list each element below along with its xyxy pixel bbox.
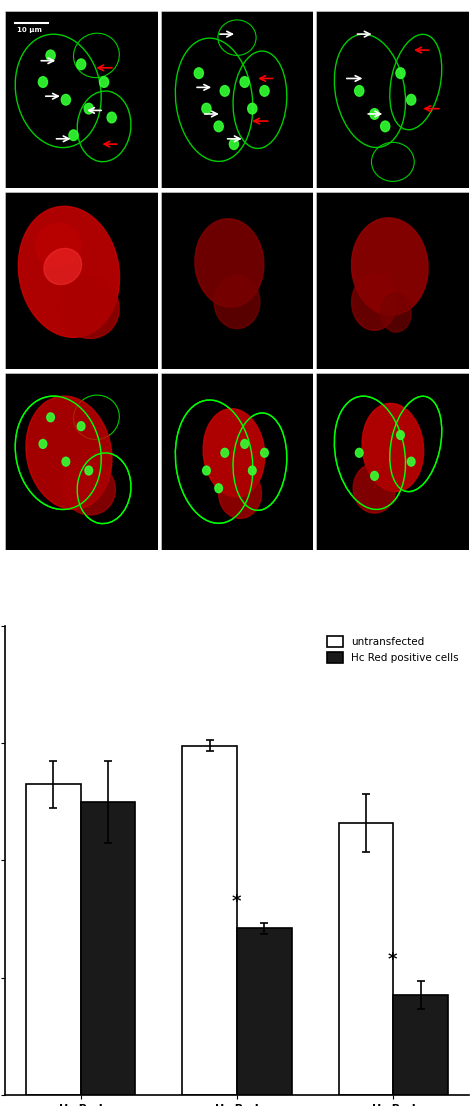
Bar — [393, 995, 448, 1095]
Ellipse shape — [352, 273, 398, 331]
Circle shape — [221, 448, 228, 457]
Ellipse shape — [352, 218, 428, 315]
Circle shape — [397, 430, 404, 439]
Circle shape — [202, 466, 210, 474]
Bar — [26, 784, 81, 1095]
Circle shape — [355, 85, 364, 96]
Text: *: * — [388, 951, 397, 970]
Ellipse shape — [44, 249, 82, 284]
Bar — [81, 802, 136, 1095]
Ellipse shape — [58, 276, 119, 338]
Circle shape — [69, 129, 78, 140]
Circle shape — [61, 94, 71, 105]
Circle shape — [47, 413, 55, 421]
Ellipse shape — [62, 461, 115, 515]
Circle shape — [84, 103, 93, 114]
Circle shape — [248, 103, 257, 114]
Circle shape — [248, 466, 256, 474]
Circle shape — [46, 50, 55, 61]
Circle shape — [107, 112, 116, 123]
Ellipse shape — [26, 396, 112, 510]
Circle shape — [381, 121, 390, 132]
Ellipse shape — [362, 404, 424, 491]
Ellipse shape — [36, 223, 81, 268]
Circle shape — [194, 67, 203, 79]
Bar — [338, 823, 393, 1095]
Circle shape — [38, 76, 47, 87]
Ellipse shape — [219, 469, 262, 519]
Circle shape — [77, 421, 85, 430]
Text: 10 μm: 10 μm — [17, 28, 42, 33]
Circle shape — [407, 457, 415, 466]
Bar — [182, 745, 237, 1095]
Ellipse shape — [195, 219, 264, 307]
Circle shape — [407, 94, 416, 105]
Circle shape — [220, 85, 229, 96]
Bar — [237, 928, 292, 1095]
Circle shape — [62, 457, 70, 466]
Circle shape — [370, 108, 379, 119]
Circle shape — [396, 67, 405, 79]
Circle shape — [356, 448, 363, 457]
Ellipse shape — [214, 275, 260, 328]
Circle shape — [240, 76, 249, 87]
Circle shape — [100, 76, 109, 87]
Circle shape — [371, 471, 378, 480]
Ellipse shape — [18, 207, 119, 337]
Circle shape — [39, 439, 47, 448]
Circle shape — [260, 85, 269, 96]
Circle shape — [85, 466, 92, 474]
Text: *: * — [231, 893, 241, 911]
Circle shape — [229, 138, 238, 149]
Ellipse shape — [381, 293, 411, 332]
Ellipse shape — [203, 409, 265, 497]
Legend: untransfected, Hc Red positive cells: untransfected, Hc Red positive cells — [322, 632, 464, 668]
Circle shape — [214, 121, 223, 132]
Circle shape — [261, 448, 268, 457]
Circle shape — [77, 59, 86, 70]
Circle shape — [202, 103, 211, 114]
Circle shape — [241, 439, 248, 448]
Ellipse shape — [353, 463, 396, 513]
Circle shape — [215, 483, 222, 492]
